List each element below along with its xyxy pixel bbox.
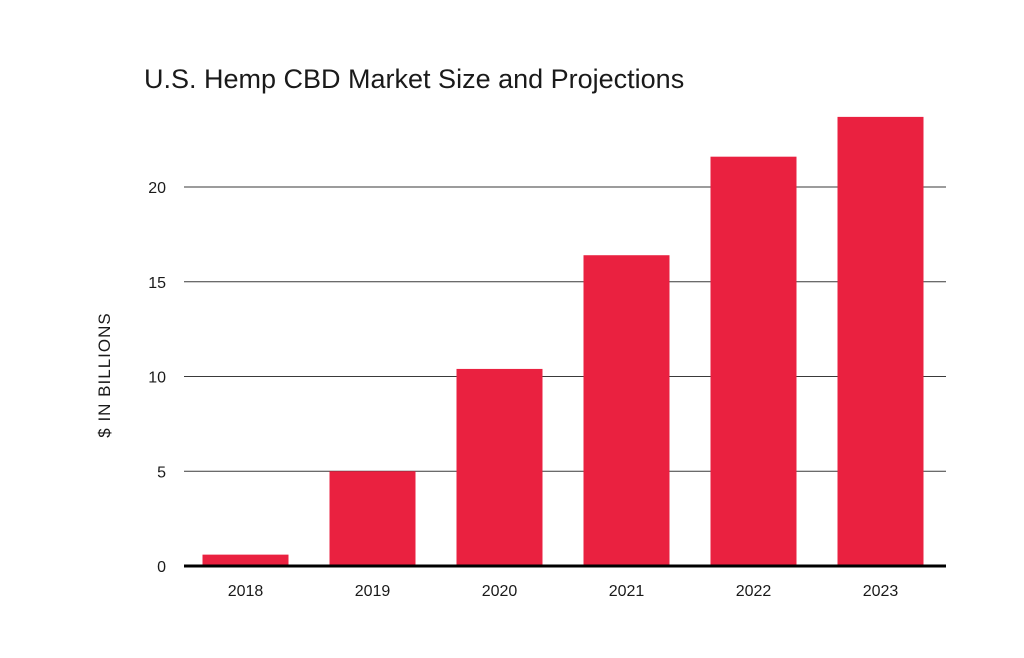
x-tick-label: 2020 xyxy=(482,583,518,600)
y-axis-label: $ IN BILLIONS xyxy=(95,312,114,437)
x-tick-label: 2021 xyxy=(609,583,645,600)
x-tick-labels: 2018 2019 2020 2021 2022 2023 xyxy=(228,583,899,600)
y-tick-labels: 0 5 10 15 20 xyxy=(148,180,166,576)
gridlines xyxy=(184,186,946,472)
x-tick-label: 2023 xyxy=(863,583,899,600)
bar-2022 xyxy=(710,156,797,566)
y-tick-label: 20 xyxy=(148,180,166,197)
bars xyxy=(202,116,924,566)
chart-title: U.S. Hemp CBD Market Size and Projection… xyxy=(144,64,684,94)
y-tick-label: 15 xyxy=(148,275,166,292)
bar-2021 xyxy=(583,255,670,566)
y-tick-label: 5 xyxy=(157,464,166,481)
bar-2019 xyxy=(329,471,416,566)
y-tick-label: 10 xyxy=(148,370,166,387)
x-tick-label: 2018 xyxy=(228,583,264,600)
bar-2023 xyxy=(837,116,924,566)
x-tick-label: 2019 xyxy=(355,583,391,600)
x-tick-label: 2022 xyxy=(736,583,772,600)
bar-2018 xyxy=(202,554,289,566)
bar-2020 xyxy=(456,368,543,566)
y-tick-label: 0 xyxy=(157,559,166,576)
